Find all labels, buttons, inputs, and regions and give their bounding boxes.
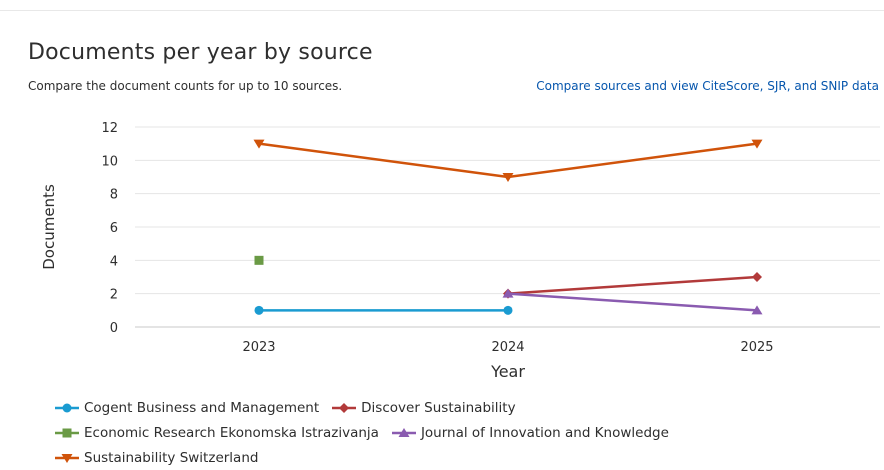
data-point xyxy=(253,139,265,149)
legend-symbol xyxy=(339,402,350,413)
legend-symbol xyxy=(62,403,72,412)
legend-row: Sustainability Switzerland xyxy=(54,445,681,470)
legend-symbol xyxy=(61,453,73,463)
x-tick-label: 2025 xyxy=(740,340,773,355)
data-point xyxy=(502,173,514,182)
series-line-segment xyxy=(507,275,758,295)
legend-row: Economic Research Ekonomska Istrazivanja… xyxy=(54,420,681,445)
legend-marker-discover xyxy=(332,402,357,413)
y-tick-label: 12 xyxy=(101,121,118,136)
legend-marker-journal-innovation xyxy=(391,427,416,437)
x-axis-title: Year xyxy=(490,362,525,381)
y-tick-label: 0 xyxy=(110,321,118,336)
chart-legend: Cogent Business and Management Discover … xyxy=(54,395,681,470)
series-line-segment xyxy=(507,292,758,312)
data-point xyxy=(751,139,763,149)
y-axis-title: Documents xyxy=(40,184,58,270)
series-4 xyxy=(253,139,763,182)
series-2 xyxy=(254,255,264,265)
legend-label-journal-innovation: Journal of Innovation and Knowledge xyxy=(420,424,669,441)
legend-marker-cogent xyxy=(55,403,79,412)
top-divider xyxy=(0,10,884,11)
legend-marker-sustainability xyxy=(55,453,79,463)
legend-label-sustainability: Sustainability Switzerland xyxy=(84,449,259,466)
y-tick-label: 2 xyxy=(110,288,118,303)
legend-item-journal-innovation[interactable]: Journal of Innovation and Knowledge xyxy=(391,425,669,441)
y-tick-label: 10 xyxy=(101,154,118,169)
legend-marker-economic-research xyxy=(55,428,79,437)
data-point xyxy=(751,305,763,315)
data-point xyxy=(503,305,513,315)
legend-item-sustainability[interactable]: Sustainability Switzerland xyxy=(54,450,258,466)
legend-label-economic-research: Economic Research Ekonomska Istrazivanja xyxy=(84,424,379,441)
documents-line-chart: 0 2 4 6 8 10 12 2023 2024 2025 Year Documents xyxy=(40,121,880,381)
x-tick-label: 2024 xyxy=(491,340,524,355)
series-1 xyxy=(503,272,762,299)
legend-row: Cogent Business and Management Discover … xyxy=(54,395,681,420)
chart-subtitle: Compare the document counts for up to 10… xyxy=(28,79,343,93)
y-tick-label: 8 xyxy=(110,188,118,203)
y-tick-label: 6 xyxy=(110,221,118,236)
legend-item-cogent[interactable]: Cogent Business and Management xyxy=(54,400,319,416)
series-line-segment xyxy=(507,142,758,179)
data-point xyxy=(502,288,514,298)
data-point xyxy=(254,255,264,265)
series-3 xyxy=(502,288,763,315)
legend-symbol xyxy=(398,427,410,437)
data-point xyxy=(254,305,264,315)
legend-label-discover: Discover Sustainability xyxy=(361,399,516,416)
compare-sources-link[interactable]: Compare sources and view CiteScore, SJR,… xyxy=(536,79,879,93)
legend-symbol xyxy=(62,428,72,437)
y-tick-label: 4 xyxy=(110,254,118,269)
series-0 xyxy=(254,305,513,315)
x-tick-label: 2023 xyxy=(242,340,275,355)
legend-label-cogent: Cogent Business and Management xyxy=(84,399,320,416)
page-title: Documents per year by source xyxy=(28,40,373,65)
legend-item-discover[interactable]: Discover Sustainability xyxy=(331,399,516,416)
legend-item-economic-research[interactable]: Economic Research Ekonomska Istrazivanja xyxy=(54,425,379,441)
data-point xyxy=(752,272,762,282)
series-line-segment xyxy=(258,142,509,179)
